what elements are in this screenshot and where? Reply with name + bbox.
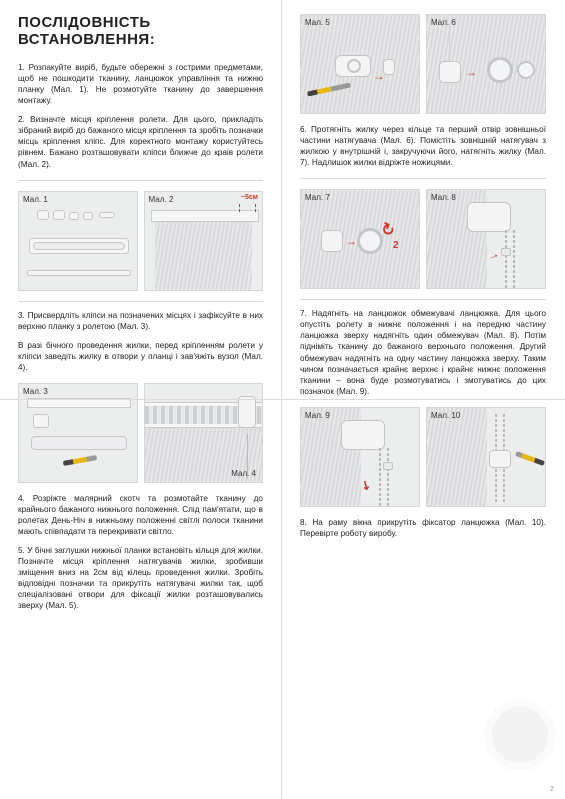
tensioner-body	[321, 230, 343, 252]
figure-5-label: Мал. 5	[305, 18, 330, 27]
tensioner-body	[439, 61, 461, 83]
figure-10-label: Мал. 10	[431, 411, 460, 420]
stopper-illustration	[383, 462, 393, 470]
figure-7-number: 2	[393, 240, 399, 251]
step-3b-text: В разі бічного проведення жилки, перед к…	[18, 340, 263, 373]
mechanism-illustration	[467, 202, 511, 232]
figure-10: Мал. 10	[426, 407, 546, 507]
step-6-text: 6. Протягніть жилку через кільце та перш…	[300, 124, 546, 168]
mechanism-illustration	[341, 420, 385, 450]
stopper-illustration	[501, 248, 511, 256]
ring-illustration	[347, 59, 361, 73]
step-1-text: 1. Розпакуйте виріб, будьте обережні з г…	[18, 62, 263, 106]
step-8-text: 8. На раму вікна прикрутіть фіксатор лан…	[300, 517, 546, 539]
fabric-bg	[427, 408, 487, 507]
parts-icon	[83, 212, 93, 220]
divider	[300, 178, 546, 179]
divider	[18, 180, 263, 181]
clip-illustration	[33, 414, 49, 428]
figure-2: Мал. 2 ~5см	[144, 191, 264, 291]
figure-7-label: Мал. 7	[305, 193, 330, 202]
arrow-icon: →	[373, 69, 385, 83]
figure-3-label: Мал. 3	[23, 387, 48, 396]
figure-1: Мал. 1	[18, 191, 138, 291]
measure-line	[239, 204, 240, 212]
chain-illustration	[379, 448, 381, 506]
arrow-icon: →	[345, 234, 357, 248]
chain-illustration	[387, 448, 389, 506]
step-2-text: 2. Визначте місця кріплення ролети. Для …	[18, 114, 263, 169]
figure-4: Мал. 4	[144, 383, 264, 483]
fabric-illustration	[155, 218, 253, 290]
measure-line	[255, 204, 256, 212]
figure-2-dimension: ~5см	[241, 194, 258, 201]
chain-holder-illustration	[489, 450, 511, 468]
figure-9: Мал. 9 ↘	[300, 407, 420, 507]
parts-icon	[37, 210, 49, 220]
page-title: ПОСЛІДОВНІСТЬ ВСТАНОВЛЕННЯ:	[18, 14, 263, 48]
watermark-icon	[484, 699, 556, 771]
roller-illustration	[31, 436, 127, 450]
screwdriver-icon	[63, 455, 97, 466]
figure-6-label: Мал. 6	[431, 18, 456, 27]
figure-9-label: Мал. 9	[305, 411, 330, 420]
endcap-illustration	[238, 396, 256, 428]
divider	[300, 299, 546, 300]
figure-2-label: Мал. 2	[149, 195, 174, 204]
figure-4-label: Мал. 4	[231, 469, 256, 478]
fig-row-3-4: Мал. 3 Мал. 4	[18, 383, 263, 483]
figure-1-label: Мал. 1	[23, 195, 48, 204]
fig-row-1-2: Мал. 1 Мал. 2 ~5см	[18, 191, 263, 291]
figure-6: Мал. 6 →	[426, 14, 546, 114]
top-frame-illustration	[151, 210, 259, 222]
step-3-text: 3. Присвердліть кліпси на позначених міс…	[18, 310, 263, 332]
figure-7: Мал. 7 → ↻ 2	[300, 189, 420, 289]
chain-illustration	[505, 230, 507, 288]
step-4-text: 4. Розріжте малярний скотч та розмотайте…	[18, 493, 263, 537]
chain-illustration	[513, 230, 515, 288]
figure-8-label: Мал. 8	[431, 193, 456, 202]
fold-line	[0, 399, 565, 400]
parts-icon	[69, 212, 79, 220]
fig-row-7-8: Мал. 7 → ↻ 2 Мал. 8 →	[300, 189, 546, 289]
figure-3: Мал. 3	[18, 383, 138, 483]
step-5-text: 5. У бічні заглушки нижньої планки встан…	[18, 545, 263, 611]
divider	[18, 301, 263, 302]
screwdriver-icon	[515, 451, 545, 466]
fig-row-5-6: Мал. 5 → Мал. 6 →	[300, 14, 546, 114]
page-number: 2	[550, 786, 554, 793]
step-7-text: 7. Надягніть на ланцюжок обмежувачі ланц…	[300, 308, 546, 397]
tensioner-wheel	[487, 57, 513, 83]
tube-illustration	[33, 242, 125, 250]
parts-icon	[53, 210, 65, 220]
arrow-icon: →	[465, 65, 477, 79]
figure-5: Мал. 5 →	[300, 14, 420, 114]
figure-8: Мал. 8 →	[426, 189, 546, 289]
parts-icon	[99, 212, 115, 218]
arrow-icon: →	[485, 246, 502, 264]
fig-row-9-10: Мал. 9 ↘ Мал. 10	[300, 407, 546, 507]
bottom-bar-illustration	[27, 270, 131, 276]
tensioner-nut	[517, 61, 535, 79]
